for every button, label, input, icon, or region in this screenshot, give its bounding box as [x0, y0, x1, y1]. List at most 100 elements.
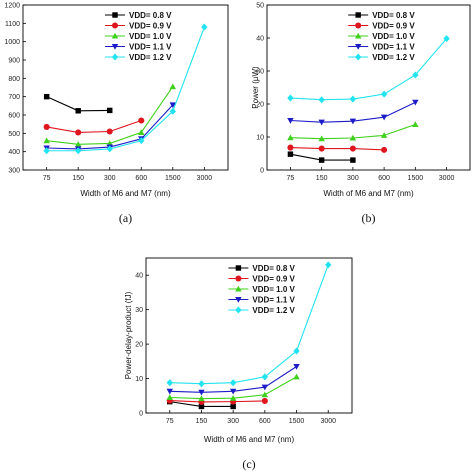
data-point [198, 403, 205, 410]
data-point [166, 394, 173, 401]
series-line [169, 400, 265, 403]
series-line [46, 119, 142, 133]
x-tick-label: 300 [227, 418, 239, 425]
plot-frame [266, 4, 471, 171]
legend-label: VDD= 0.9 V [372, 22, 415, 31]
y-tick-label: 800 [8, 76, 20, 83]
data-point [349, 95, 357, 103]
legend-label: VDD= 1.1 V [129, 43, 172, 52]
x-tick-label: 1500 [408, 175, 424, 182]
x-tick-label: 600 [378, 175, 390, 182]
y-tick-label: 30 [256, 69, 264, 76]
legend-label: VDD= 1.1 V [252, 296, 295, 305]
y-axis-label: Power (µW) [251, 66, 260, 109]
legend-marker [111, 32, 119, 39]
legend-label: VDD= 1.2 V [252, 306, 295, 315]
data-point [325, 261, 332, 269]
series-line [46, 26, 205, 152]
x-tick-label: 600 [135, 175, 147, 182]
y-tick-label: 40 [256, 36, 264, 43]
data-point [318, 145, 325, 152]
legend-marker [235, 306, 242, 314]
chart-b: 0 10 20 30 40 50 75 150 300 600 1500 3000 Width of M… [251, 3, 471, 225]
legend-marker [112, 12, 118, 18]
series-line [290, 38, 447, 101]
legend-label: VDD= 1.0 V [252, 285, 295, 294]
data-point [287, 151, 294, 157]
chart-a: 300 400 500 600 700 800 900 1000 1100 1200 75 150 30… [4, 3, 229, 225]
data-point [169, 102, 177, 109]
data-point [412, 99, 419, 106]
data-point [166, 379, 173, 387]
y-tick-label: 600 [8, 113, 20, 120]
legend-marker [111, 53, 119, 61]
data-point [380, 114, 388, 121]
x-tick-label: 3000 [320, 418, 336, 425]
data-point [443, 35, 450, 43]
x-tick-label: 1500 [165, 175, 181, 182]
data-point [74, 147, 82, 155]
series-1-0 [287, 121, 419, 142]
data-point [43, 147, 50, 155]
data-point [75, 129, 82, 136]
y-tick-label: 50 [256, 3, 264, 10]
legend-marker [355, 53, 362, 61]
x-tick-label: 1500 [289, 418, 305, 425]
legend-marker [235, 265, 242, 271]
data-point [380, 132, 388, 138]
data-point [318, 96, 325, 104]
x-tick-label: 150 [72, 175, 84, 182]
series-1-1 [287, 99, 419, 126]
data-point [349, 134, 357, 141]
data-point [318, 157, 325, 163]
data-point [75, 108, 81, 114]
data-point [106, 145, 113, 153]
data-point [229, 394, 237, 401]
legend-marker [235, 296, 242, 303]
data-point [318, 119, 325, 126]
x-tick-label: 600 [259, 418, 271, 425]
data-point [198, 389, 205, 396]
y-axis-label: Power-delay-product (fJ) [124, 291, 133, 379]
data-point [138, 129, 145, 135]
legend-marker [355, 22, 362, 29]
data-point [106, 128, 113, 135]
x-axis-label: Width of M6 and M7 (nm) [204, 435, 295, 444]
data-point [43, 93, 50, 100]
data-point [261, 384, 269, 391]
data-point [107, 107, 113, 114]
series-line [169, 264, 329, 385]
data-point [166, 388, 173, 395]
series-0-9 [287, 144, 388, 153]
x-axis-label: Width of M6 and M7 (nm) [323, 189, 414, 198]
x-tick-label: 3000 [439, 175, 455, 182]
legend-marker [235, 285, 242, 292]
legend-label: VDD= 1.0 V [372, 32, 415, 41]
legend-marker [355, 12, 361, 18]
legend-label: VDD= 1.0 V [129, 32, 172, 41]
x-tick-label: 300 [104, 175, 116, 182]
series-1-0 [166, 373, 300, 402]
legend-label: VDD= 0.8 V [252, 264, 295, 273]
x-tick-label: 75 [166, 418, 174, 425]
series-line [290, 147, 385, 151]
legend-marker [111, 43, 119, 50]
data-point [293, 347, 300, 355]
series-0-8 [43, 93, 113, 114]
x-tick-label: 300 [347, 175, 359, 182]
legend-label: VDD= 1.2 V [372, 53, 415, 62]
data-point [261, 373, 269, 381]
data-point [380, 90, 388, 98]
data-point [318, 135, 325, 142]
data-point [229, 379, 237, 387]
x-tick-label: 150 [316, 175, 328, 182]
data-point [198, 380, 205, 388]
y-tick-label: 1200 [4, 3, 20, 10]
y-tick-label: 300 [8, 168, 20, 175]
y-tick-label: 700 [8, 94, 20, 101]
data-point [350, 157, 356, 163]
y-tick-label: 10 [256, 135, 264, 142]
data-point [43, 123, 50, 130]
